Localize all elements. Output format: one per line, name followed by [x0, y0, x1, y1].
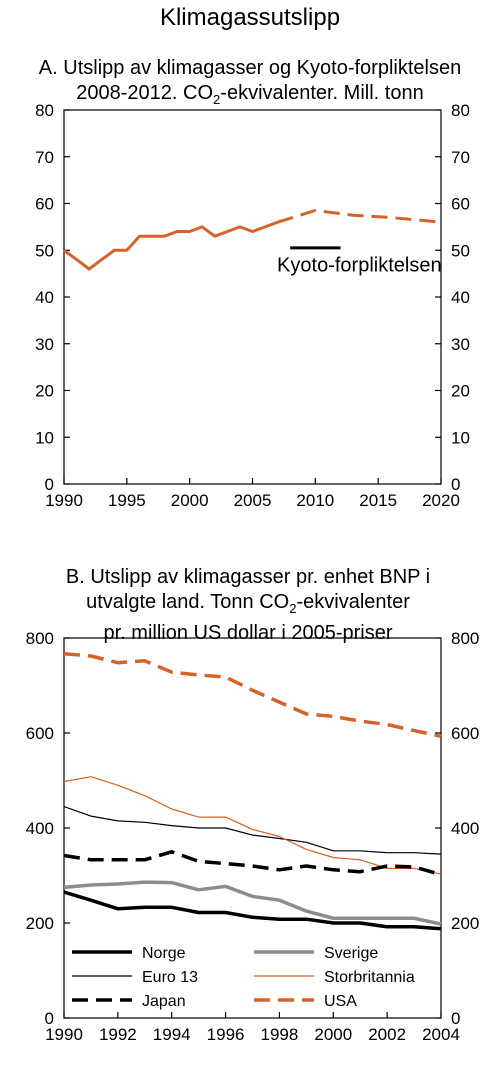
- panel-a-title-line2-post: -ekvivalenter. Mill. tonn: [220, 82, 424, 104]
- panel-b-line-sverige: [63, 880, 442, 926]
- panel-a-ytick-label-left: 30: [35, 335, 54, 354]
- panel-b-line-japan: [63, 850, 442, 877]
- panel-a-xtick-label: 2005: [234, 491, 272, 510]
- panel-a-ytick-label-left: 10: [35, 428, 54, 447]
- panel-b-ytick-label-right: 600: [451, 724, 479, 743]
- figure-title: Klimagassutslipp: [159, 4, 341, 31]
- panel-a-title-line1: A. Utslipp av klimagasser og Kyoto-forpl…: [38, 57, 462, 79]
- panel-a-annotation: Kyoto-forpliktelsen: [277, 254, 442, 276]
- panel-a-ytick-label-right: 60: [451, 195, 470, 214]
- panel-a-ytick-label-left: 50: [35, 241, 54, 260]
- panel-a-ytick-label-left: 40: [35, 288, 54, 307]
- panel-b-ytick-label-left: 0: [45, 1009, 54, 1028]
- panel-a-title-line2-pre: 2008-2012. CO: [76, 82, 214, 104]
- panel-a-xtick-label: 2015: [359, 491, 397, 510]
- panel-b-ytick-label-right: 0: [451, 1009, 460, 1028]
- panel-a-ytick-label-left: 20: [35, 382, 54, 401]
- panel-a-ytick-label-right: 20: [451, 382, 470, 401]
- panel-a-line-series-0: [63, 220, 279, 271]
- panel-b-legend-label-storbritannia: Storbritannia: [324, 969, 415, 986]
- panel-a-ytick-label-right: 10: [451, 428, 470, 447]
- panel-b-legend-label-euro-13: Euro 13: [142, 969, 198, 986]
- panel-a-title-line2-sub: 2: [213, 92, 221, 107]
- panel-a-xtick-label: 2000: [171, 491, 209, 510]
- panel-b-plot: 0 0 200 200 400 400 600 600 800 800 1990 1992 1994 19…: [26, 629, 480, 1044]
- panel-a-ytick-label-right: 40: [451, 288, 470, 307]
- panel-b-xtick-label: 1990: [45, 1025, 83, 1044]
- panel-a-ytick-label-right: 50: [451, 241, 470, 260]
- panel-b-line-euro-13: [63, 806, 442, 855]
- panel-a-ytick-label-right: 0: [451, 475, 460, 494]
- panel-a-ytick-label-right: 70: [451, 148, 470, 167]
- panel-a-xtick-label: 2020: [422, 491, 460, 510]
- panel-b-legend-label-japan: Japan: [142, 993, 186, 1010]
- panel-a-plot-frame: [63, 109, 442, 485]
- panel-b-ytick-label-right: 200: [451, 914, 479, 933]
- panel-b-ytick-label-right: 800: [451, 629, 479, 648]
- panel-a-ytick-label-left: 0: [45, 475, 54, 494]
- panel-b-xtick-label: 2004: [422, 1025, 460, 1044]
- panel-a-line-series-1: [277, 209, 442, 224]
- panel-b-xtick-label: 1998: [261, 1025, 299, 1044]
- panel-a-ytick-label-left: 80: [35, 101, 54, 120]
- panel-b-xtick-label: 2002: [368, 1025, 406, 1044]
- panel-b-xtick-label: 2000: [314, 1025, 352, 1044]
- panel-b-title-line2-post: -ekvivalenter: [296, 591, 410, 613]
- panel-b-ytick-label-left: 600: [26, 724, 54, 743]
- panel-b-ytick-label-left: 400: [26, 819, 54, 838]
- panel-a-ytick-label-left: 60: [35, 195, 54, 214]
- panel-b-legend-label-norge: Norge: [142, 945, 186, 962]
- panel-a-title-line2: 2008-2012. CO2-ekvivalenter. Mill. tonn: [0, 81, 500, 112]
- panel-b-xtick-label: 1996: [207, 1025, 245, 1044]
- panel-a-xtick-label: 1995: [108, 491, 146, 510]
- panel-b-title-line2-pre: utvalgte land. Tonn CO: [86, 591, 290, 613]
- panel-b-title-line2: utvalgte land. Tonn CO2-ekvivalenter: [28, 590, 468, 621]
- panel-b-legend-label-usa: USA: [324, 993, 357, 1010]
- panel-b-xtick-label: 1992: [99, 1025, 137, 1044]
- panel-a-xtick-label: 2010: [296, 491, 334, 510]
- panel-b-line-norge: [63, 890, 442, 931]
- panel-b-plot-frame: [63, 637, 442, 1019]
- panel-b-ytick-label-left: 800: [26, 629, 54, 648]
- panel-b-legend-label-sverige: Sverige: [324, 945, 378, 962]
- panel-a-ytick-label-right: 30: [451, 335, 470, 354]
- panel-b-xtick-label: 1994: [153, 1025, 191, 1044]
- panel-b-line-storbritannia: [63, 776, 442, 875]
- panel-b-title-line1: B. Utslipp av klimagasser pr. enhet BNP …: [65, 566, 431, 588]
- panel-b-ytick-label-left: 200: [26, 914, 54, 933]
- panel-b-ytick-label-right: 400: [451, 819, 479, 838]
- panel-b-line-usa: [63, 651, 442, 739]
- panel-a-ytick-label-left: 70: [35, 148, 54, 167]
- panel-a-ytick-label-right: 80: [451, 101, 470, 120]
- panel-a-title: A. Utslipp av klimagasser og Kyoto-forpl…: [0, 56, 500, 112]
- panel-a-xtick-label: 1990: [45, 491, 83, 510]
- panel-b-title-line2-sub: 2: [289, 601, 297, 616]
